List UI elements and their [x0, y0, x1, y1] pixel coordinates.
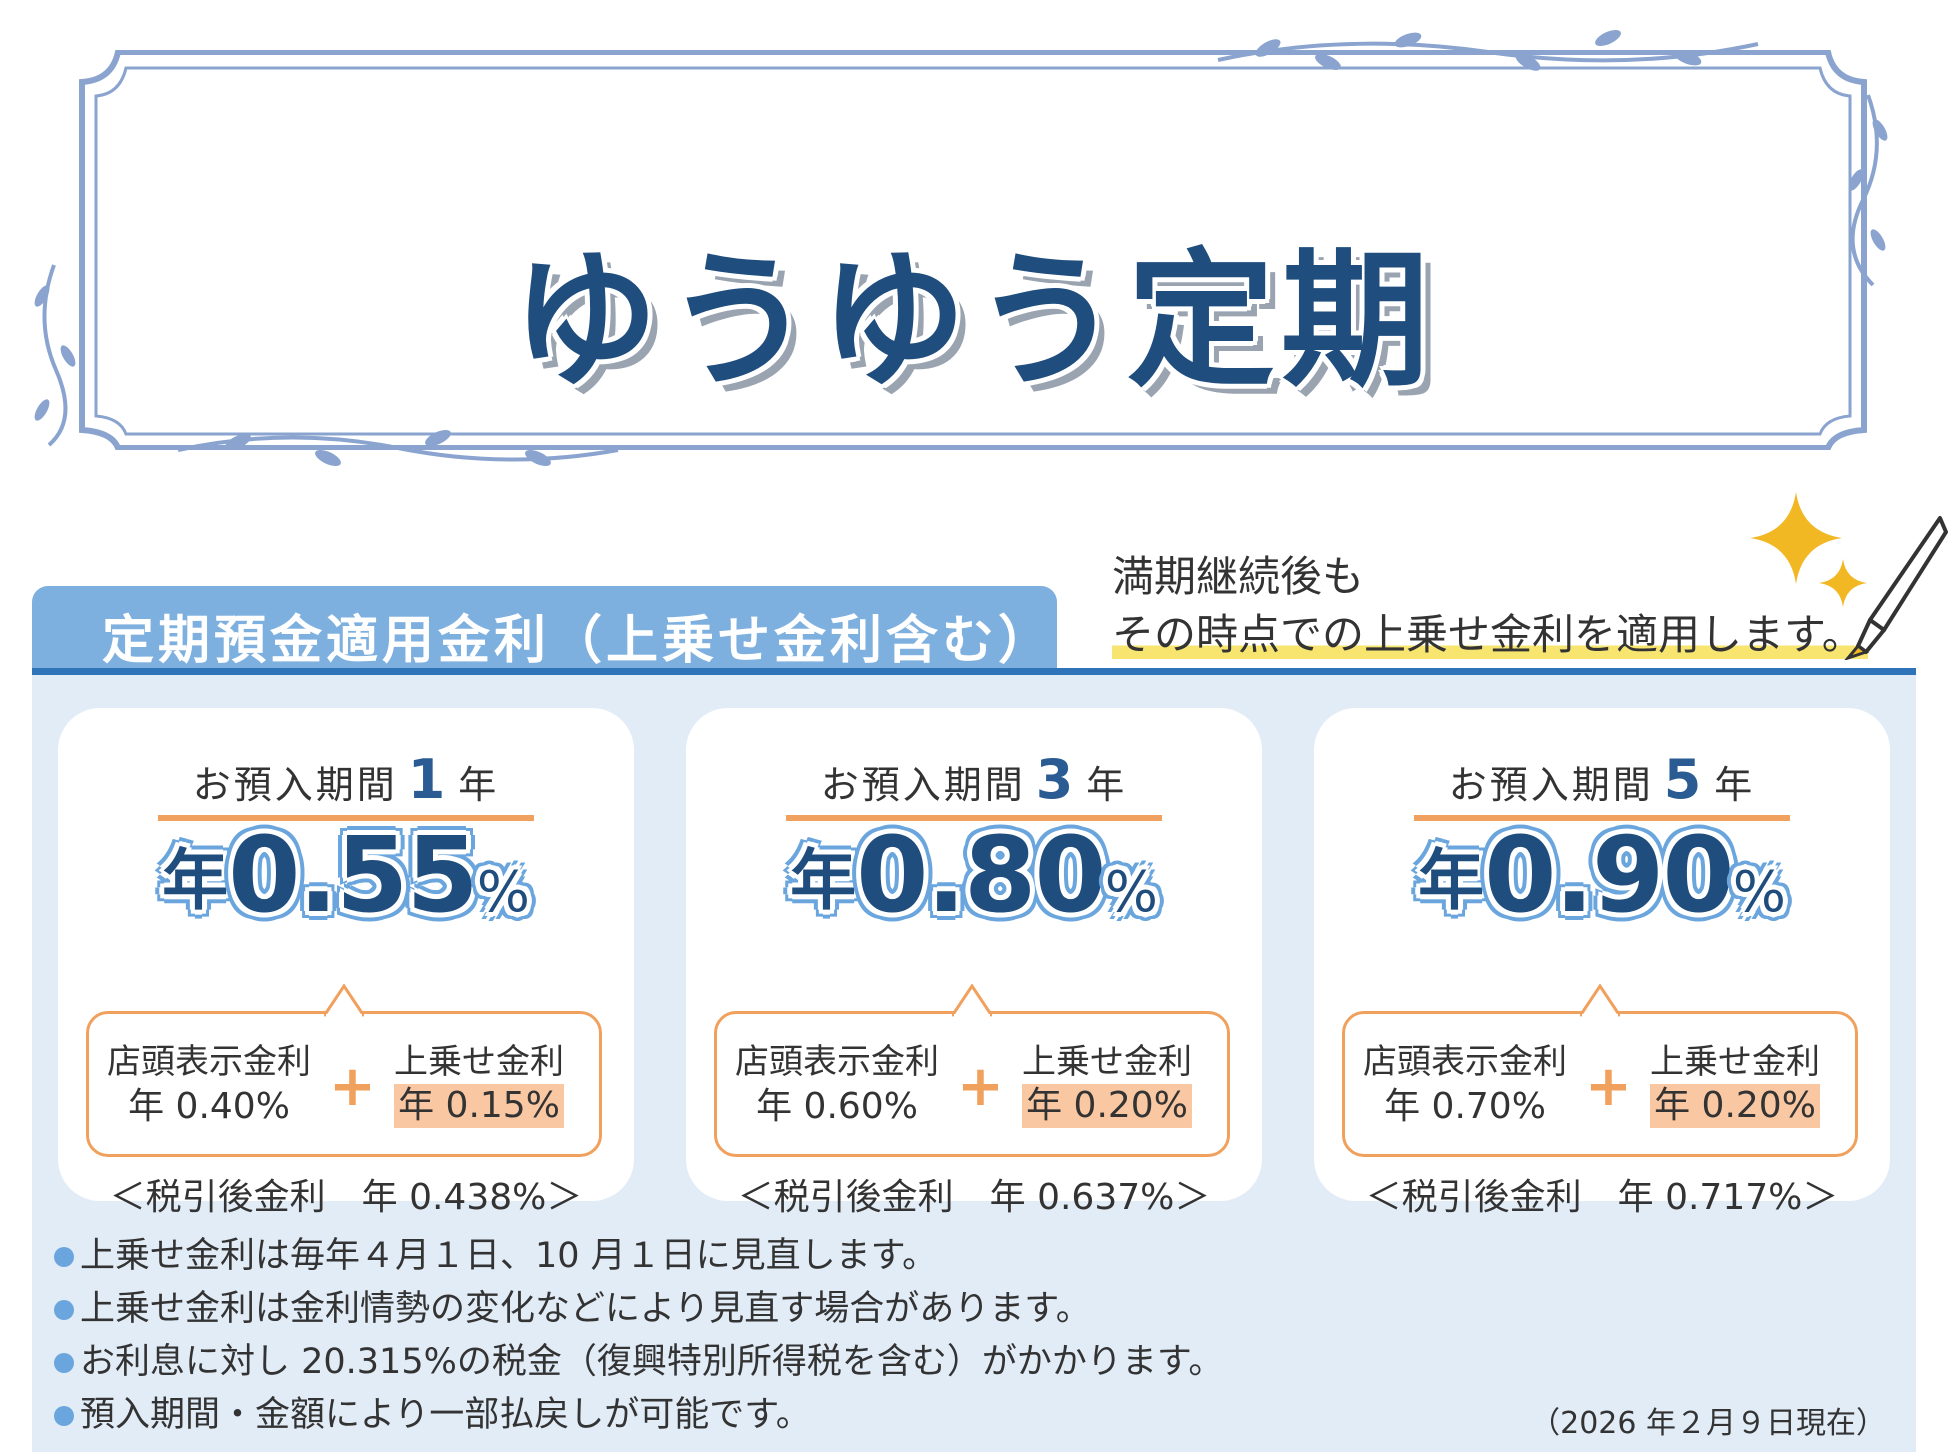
- speech-tail-icon: [324, 984, 364, 1017]
- term-heading: お預入期間 3 年: [786, 748, 1162, 821]
- rate-unit: %: [1732, 860, 1786, 925]
- term-prefix: お預入期間: [820, 763, 1026, 807]
- rates-panel: お預入期間 1 年 年0.55% 店頭表示金利 年 0.40% + 上乗せ金利 年 …: [32, 675, 1916, 1452]
- vine-ornament-icon: [1848, 94, 1888, 287]
- sparkle-icon: [1750, 492, 1842, 584]
- sparkle-icon: [1819, 559, 1867, 607]
- bonus-rate-column: 上乗せ金利 年 0.20%: [1007, 1040, 1207, 1128]
- total-rate: 年0.90%: [1314, 814, 1890, 936]
- rate-value: 0.55: [228, 814, 479, 936]
- list-item: お利息に対し 20.315%の税金（復興特別所得税を含む）がかかります。: [54, 1336, 1223, 1389]
- term-number: 3: [1035, 748, 1077, 811]
- base-rate-label: 店頭表示金利: [1363, 1042, 1567, 1082]
- base-rate-value: 年 0.70%: [1384, 1086, 1546, 1127]
- rate-card-1-year: お預入期間 1 年 年0.55% 店頭表示金利 年 0.40% + 上乗せ金利 年 …: [58, 708, 634, 1218]
- vine-ornament-icon: [34, 264, 76, 447]
- rate-breakdown: 店頭表示金利 年 0.70% + 上乗せ金利 年 0.20%: [1342, 984, 1858, 1157]
- list-item: 上乗せ金利は毎年４月１日、10 月１日に見直します。: [54, 1230, 1223, 1283]
- bullet-dot-icon: [54, 1299, 74, 1320]
- term-heading: お預入期間 1 年: [158, 748, 534, 821]
- term-unit: 年: [458, 763, 500, 807]
- term-number: 5: [1663, 748, 1705, 811]
- renewal-note: 満期継続後も その時点での上乗せ金利を適用します。: [1112, 548, 1868, 664]
- term-unit: 年: [1714, 763, 1756, 807]
- term-heading: お預入期間 5 年: [1414, 748, 1790, 821]
- rate-breakdown: 店頭表示金利 年 0.60% + 上乗せ金利 年 0.20%: [714, 984, 1230, 1157]
- bonus-rate-column: 上乗せ金利 年 0.15%: [379, 1040, 579, 1128]
- rate-prefix: 年: [790, 842, 857, 919]
- base-rate-column: 店頭表示金利 年 0.60%: [731, 1040, 943, 1130]
- note-line-1: 満期継続後も: [1112, 552, 1365, 601]
- bullet-dot-icon: [54, 1246, 74, 1267]
- rate-prefix: 年: [1418, 842, 1485, 919]
- bonus-rate-value: 年 0.20%: [1650, 1084, 1820, 1128]
- rate-value: 0.80: [856, 814, 1107, 936]
- bonus-rate-label: 上乗せ金利: [1022, 1042, 1192, 1082]
- bonus-rate-label: 上乗せ金利: [1650, 1042, 1820, 1082]
- section-title: 定期預金適用金利（上乗せ金利含む）: [102, 611, 1055, 671]
- vine-ornament-icon: [1217, 29, 1759, 71]
- footnote-text: 預入期間・金額により一部払戻しが可能です。: [80, 1395, 811, 1435]
- after-tax-rate: ＜税引後金利 年 0.717%＞: [1365, 1177, 1839, 1218]
- rate-card-5-year: お預入期間 5 年 年0.90% 店頭表示金利 年 0.70% + 上乗せ金利 年 …: [1314, 708, 1890, 1218]
- plus-sign: +: [329, 1054, 376, 1119]
- total-rate: 年0.55%: [58, 814, 634, 936]
- term-prefix: お預入期間: [192, 763, 398, 807]
- speech-tail-icon: [952, 984, 992, 1017]
- base-rate-column: 店頭表示金利 年 0.70%: [1359, 1040, 1571, 1130]
- rate-card-3-year: お預入期間 3 年 年0.80% 店頭表示金利 年 0.60% + 上乗せ金利 年 …: [686, 708, 1262, 1218]
- page-title: ゆうゆう定期: [511, 235, 1435, 407]
- plus-sign: +: [1585, 1054, 1632, 1119]
- bonus-rate-label: 上乗せ金利: [394, 1042, 564, 1082]
- vine-ornament-icon: [177, 429, 619, 467]
- speech-tail-icon: [1580, 984, 1620, 1017]
- note-line-2: その時点での上乗せ金利を適用します。: [1112, 610, 1868, 659]
- rate-prefix: 年: [162, 842, 229, 919]
- bonus-rate-value: 年 0.15%: [394, 1084, 564, 1128]
- bonus-rate-value: 年 0.20%: [1022, 1084, 1192, 1128]
- rate-value: 0.90: [1484, 814, 1735, 936]
- base-rate-column: 店頭表示金利 年 0.40%: [103, 1040, 315, 1130]
- list-item: 預入期間・金額により一部払戻しが可能です。: [54, 1389, 1223, 1442]
- rate-breakdown: 店頭表示金利 年 0.40% + 上乗せ金利 年 0.15%: [86, 984, 602, 1157]
- pen-icon: [1844, 516, 1948, 660]
- as-of-date: （2026 年２月９日現在）: [1530, 1406, 1886, 1441]
- footnote-text: お利息に対し 20.315%の税金（復興特別所得税を含む）がかかります。: [80, 1342, 1224, 1382]
- term-prefix: お預入期間: [1448, 763, 1654, 807]
- list-item: 上乗せ金利は金利情勢の変化などにより見直す場合があります。: [54, 1283, 1223, 1336]
- section-divider: [32, 668, 1916, 675]
- bullet-dot-icon: [54, 1405, 74, 1426]
- base-rate-label: 店頭表示金利: [735, 1042, 939, 1082]
- base-rate-value: 年 0.60%: [756, 1086, 918, 1127]
- section-header-tab: 定期預金適用金利（上乗せ金利含む）: [32, 586, 1057, 671]
- base-rate-value: 年 0.40%: [128, 1086, 290, 1127]
- bullet-dot-icon: [54, 1352, 74, 1373]
- term-number: 1: [407, 748, 449, 811]
- title-frame: ゆうゆう定期: [34, 29, 1888, 467]
- footnote-list: 上乗せ金利は毎年４月１日、10 月１日に見直します。 上乗せ金利は金利情勢の変化…: [54, 1230, 1223, 1442]
- rate-unit: %: [1104, 860, 1158, 925]
- bonus-rate-column: 上乗せ金利 年 0.20%: [1635, 1040, 1835, 1128]
- after-tax-rate: ＜税引後金利 年 0.637%＞: [737, 1177, 1211, 1218]
- footnote-text: 上乗せ金利は毎年４月１日、10 月１日に見直します。: [80, 1236, 938, 1276]
- footnote-text: 上乗せ金利は金利情勢の変化などにより見直す場合があります。: [80, 1289, 1091, 1329]
- ornamental-frame-icon: [79, 50, 1867, 450]
- plus-sign: +: [957, 1054, 1004, 1119]
- rate-unit: %: [476, 860, 530, 925]
- base-rate-label: 店頭表示金利: [107, 1042, 311, 1082]
- after-tax-rate: ＜税引後金利 年 0.438%＞: [109, 1177, 583, 1218]
- total-rate: 年0.80%: [686, 814, 1262, 936]
- term-unit: 年: [1086, 763, 1128, 807]
